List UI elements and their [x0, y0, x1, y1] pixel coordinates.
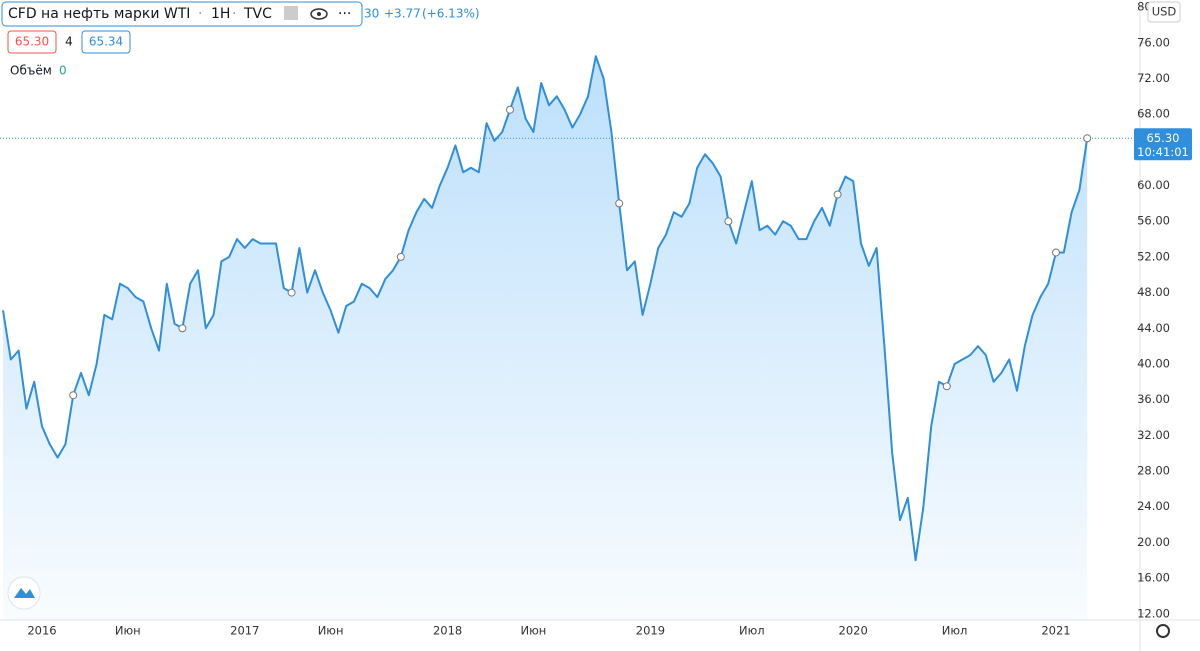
spread: 4: [65, 35, 73, 49]
x-tick-label: 2020: [839, 624, 868, 638]
icon-eye[interactable]: [310, 8, 328, 20]
y-tick-label: 20.00: [1137, 535, 1170, 549]
volume: 0: [59, 64, 67, 78]
price-partial: 30: [364, 7, 379, 21]
point-marker: [178, 324, 187, 333]
area-fill: [3, 56, 1088, 620]
point-marker: [615, 199, 624, 208]
symbol: CFD на нефть марки WTI: [8, 6, 190, 22]
currency: USD: [1152, 5, 1177, 19]
exchange: TVC: [243, 6, 272, 22]
change-pct: (+6.13%): [422, 7, 480, 21]
point-marker: [396, 252, 405, 261]
bid-box[interactable]: [7, 30, 57, 54]
currency-box: [1147, 1, 1181, 23]
point-marker: [69, 391, 78, 400]
y-tick-label: 68.00: [1137, 107, 1170, 121]
volume-label: Объём: [10, 64, 52, 78]
last-price-label: 65.30: [1147, 131, 1180, 145]
plot-area: [0, 55, 1140, 620]
y-tick-label: 32.00: [1137, 428, 1170, 442]
point-marker: [506, 105, 514, 114]
y-tick-label: 40.00: [1137, 356, 1170, 370]
x-tick-label: Июн: [520, 624, 546, 638]
x-tick-label: Июл: [739, 624, 765, 638]
logo-mark: [14, 588, 35, 598]
bid: 65.30: [15, 35, 49, 49]
icon-hide[interactable]: [284, 6, 298, 20]
point-marker: [942, 382, 951, 391]
icon-more[interactable]: ···: [338, 6, 351, 22]
point-marker: [1083, 134, 1092, 143]
x-tick-label: 2016: [27, 624, 56, 638]
x-tick-label: 2021: [1041, 624, 1070, 638]
y-tick-label: 60.00: [1137, 178, 1170, 192]
interval: 1Н: [211, 6, 230, 22]
x-tick-label: Июн: [115, 624, 141, 638]
y-tick-label: 12.00: [1137, 606, 1170, 620]
x-tick-label: 2018: [433, 624, 462, 638]
y-tick-label: 16.00: [1137, 571, 1170, 585]
y-tick-label: 28.00: [1137, 464, 1170, 478]
y-tick-label: 76.00: [1137, 35, 1170, 49]
point-marker: [1052, 248, 1060, 257]
time-label: 10:41:01: [1137, 145, 1189, 159]
y-tick-label: 44.00: [1137, 321, 1170, 335]
icon-eye-pupil: [317, 12, 321, 16]
point-marker: [724, 217, 733, 226]
point-marker: [287, 288, 296, 297]
x-tick-label: Июл: [942, 624, 968, 638]
separator: ·: [232, 6, 236, 22]
x-tick-label: 2017: [230, 624, 259, 638]
y-tick-label: 48.00: [1137, 285, 1170, 299]
price-line: [2, 55, 1089, 562]
y-tick-label: 24.00: [1137, 499, 1170, 513]
y-tick-label: 72.00: [1137, 71, 1170, 85]
y-tick-label: 56.00: [1137, 214, 1170, 228]
x-tick-label: 2019: [636, 624, 665, 638]
y-tick-label: 52.00: [1137, 249, 1170, 263]
symbol-box[interactable]: [1, 1, 363, 27]
ask-box[interactable]: [81, 30, 131, 54]
last-price-box: [1134, 128, 1192, 161]
change: +3.77: [384, 7, 421, 21]
point-marker: [833, 190, 842, 199]
x-tick-label: Июн: [318, 624, 344, 638]
settings-icon[interactable]: [1156, 624, 1170, 638]
ask: 65.34: [89, 35, 123, 49]
axes: 12.00 16.00 20.00 24.00 28.00 32.00 36.00 40.00…: [27, 0, 1192, 638]
y-tick-label: 36.00: [1137, 392, 1170, 406]
separator: ·: [198, 6, 202, 22]
